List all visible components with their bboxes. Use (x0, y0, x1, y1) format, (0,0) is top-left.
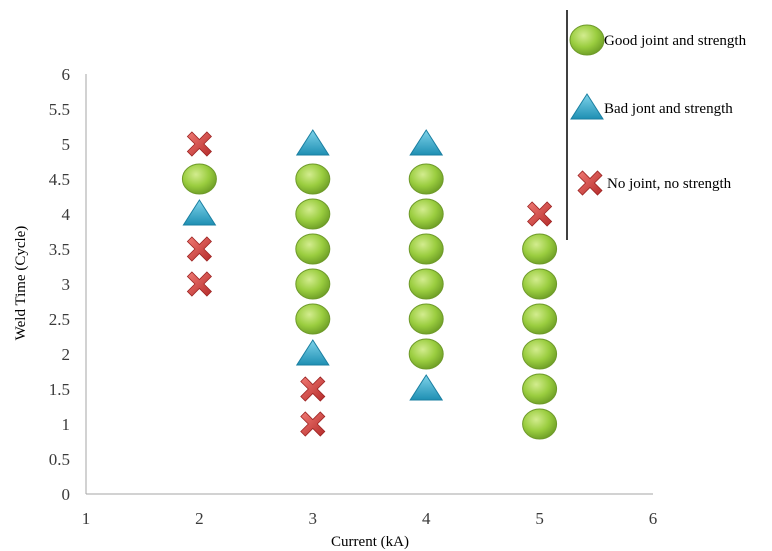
legend-marker-cross (577, 170, 603, 196)
x-tick-label: 5 (535, 509, 544, 528)
bad-joint-point (295, 129, 330, 156)
good-joint-point (522, 373, 558, 405)
tick-labels: 1 2 3 4 5 6 0 0.5 1 1.5 2 2.5 3 3.5 4 4.5 5 5.5 6 (49, 65, 658, 528)
bad-joint-point (409, 374, 444, 401)
good-joint-point (522, 303, 558, 335)
good-joint-point (522, 268, 558, 300)
x-tick-label: 2 (195, 509, 204, 528)
legend-label: Good joint and strength (604, 33, 747, 49)
y-tick-label: 3 (62, 275, 71, 294)
y-tick-label: 5.5 (49, 100, 70, 119)
good-joint-point (522, 408, 558, 440)
good-joint-point (295, 233, 331, 265)
y-tick-label: 5 (62, 135, 71, 154)
no-joint-point (186, 271, 212, 297)
good-joint-point (295, 303, 331, 335)
good-joint-point (295, 163, 331, 195)
good-joint-point (181, 163, 217, 195)
good-joint-point (408, 303, 444, 335)
no-joint-point (300, 411, 326, 437)
y-tick-label: 3.5 (49, 240, 70, 259)
no-joint-point (300, 376, 326, 402)
legend: Good joint and strength Bad jont and stre… (569, 24, 747, 196)
good-joint-point (408, 198, 444, 230)
good-joint-point (408, 163, 444, 195)
x-tick-label: 6 (649, 509, 658, 528)
x-tick-label: 1 (82, 509, 91, 528)
y-tick-label: 1 (62, 415, 71, 434)
no-joint-point (527, 201, 553, 227)
legend-marker-triangle (570, 93, 604, 120)
y-axis-title: Weld Time (Cycle) (13, 226, 29, 341)
legend-label: No joint, no strength (607, 176, 732, 192)
axes (85, 74, 653, 495)
good-joint-point (295, 268, 331, 300)
legend-label: Bad jont and strength (604, 101, 733, 117)
y-tick-label: 4.5 (49, 170, 70, 189)
good-joint-point (295, 198, 331, 230)
good-joint-point (408, 233, 444, 265)
x-tick-label: 3 (309, 509, 318, 528)
y-tick-label: 1.5 (49, 380, 70, 399)
no-joint-point (186, 236, 212, 262)
y-tick-label: 4 (62, 205, 71, 224)
bad-joint-point (409, 129, 444, 156)
no-joint-point (186, 131, 212, 157)
good-joint-point (408, 338, 444, 370)
y-tick-label: 0 (62, 485, 71, 504)
y-tick-label: 2.5 (49, 310, 70, 329)
good-joint-point (408, 268, 444, 300)
legend-marker-circle (569, 24, 605, 56)
good-joint-point (522, 233, 558, 265)
x-tick-label: 4 (422, 509, 431, 528)
data-points (181, 129, 558, 440)
bad-joint-point (295, 339, 330, 366)
x-axis-title: Current (kA) (331, 534, 409, 550)
y-tick-label: 6 (62, 65, 71, 84)
bad-joint-point (182, 199, 217, 226)
y-tick-label: 2 (62, 345, 71, 364)
good-joint-point (522, 338, 558, 370)
y-tick-label: 0.5 (49, 450, 70, 469)
